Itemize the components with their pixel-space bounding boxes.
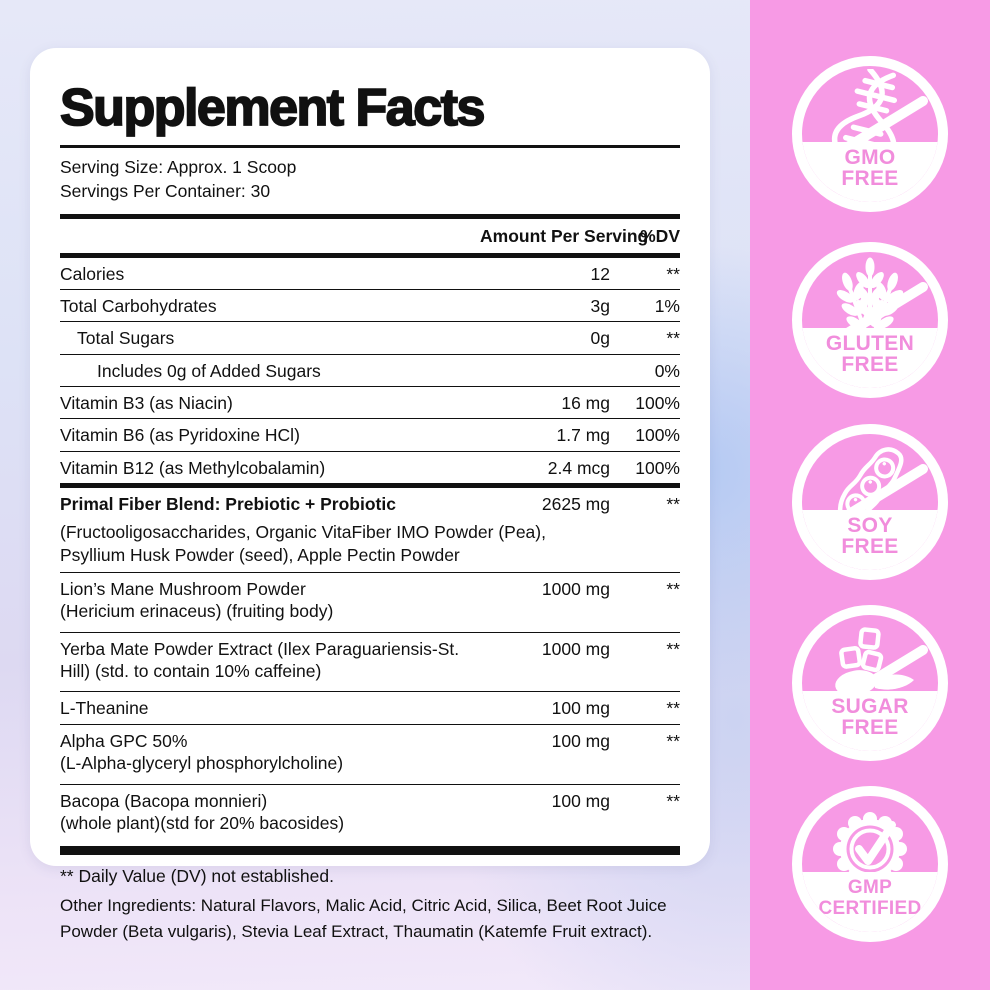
table-row: Vitamin B12 (as Methylcobalamin) 2.4 mcg… <box>60 452 680 489</box>
divider <box>60 846 680 856</box>
badge-label: GLUTEN FREE <box>802 328 938 388</box>
table-row: Vitamin B6 (as Pyridoxine HCl) 1.7 mg 10… <box>60 419 680 452</box>
badge-label: SOY FREE <box>802 510 938 570</box>
table-row: Calories 12 ** <box>60 258 680 290</box>
table-row: Total Carbohydrates 3g 1% <box>60 290 680 323</box>
blend-row-group: Primal Fiber Blend: Prebiotic + Probioti… <box>60 488 680 573</box>
ingredient-row-group: Lion’s Mane Mushroom Powder (Hericium er… <box>60 573 680 633</box>
table-row: Alpha GPC 50% (L-Alpha-glyceryl phosphor… <box>60 730 680 774</box>
table-row: Yerba Mate Powder Extract (Ilex Paraguar… <box>60 638 680 682</box>
table-row: Primal Fiber Blend: Prebiotic + Probioti… <box>60 494 680 515</box>
badge-label: SUGAR FREE <box>802 691 938 751</box>
header-amount: Amount Per Serving <box>480 225 649 246</box>
table-row: Lion’s Mane Mushroom Powder (Hericium er… <box>60 578 680 622</box>
divider <box>60 252 680 258</box>
badge-label: GMP CERTIFIED <box>802 872 938 932</box>
badge-sugar-free: SUGAR FREE <box>792 605 948 761</box>
badge-sidebar: GMO FREE <box>750 0 990 990</box>
ingredient-row-group: Alpha GPC 50% (L-Alpha-glyceryl phosphor… <box>60 725 680 785</box>
table-row: Bacopa (Bacopa monnieri) (whole plant)(s… <box>60 790 680 833</box>
ingredient-row-group: Yerba Mate Powder Extract (Ilex Paraguar… <box>60 633 680 693</box>
serving-size: Serving Size: Approx. 1 Scoop <box>60 157 297 178</box>
panel-title: Supplement Facts <box>59 79 486 137</box>
badge-gmp-certified: GMP CERTIFIED <box>792 786 948 942</box>
table-header: Amount Per Serving %DV <box>60 219 680 253</box>
supplement-facts-panel: Supplement Facts Serving Size: Approx. 1… <box>30 48 710 886</box>
badge-gmo-free: GMO FREE <box>792 56 948 212</box>
divider <box>60 145 680 149</box>
table-row: Vitamin B3 (as Niacin) 16 mg 100% <box>60 387 680 420</box>
divider <box>60 214 680 219</box>
other-ingredients: Other Ingredients: Natural Flavors, Mali… <box>60 896 667 941</box>
badge-label: GMO FREE <box>802 142 938 202</box>
table-row: Includes 0g of Added Sugars 0% <box>60 355 680 388</box>
table-row: Total Sugars 0g ** <box>60 322 680 355</box>
badge-gluten-free: GLUTEN FREE <box>792 242 948 398</box>
blend-description: (Fructooligosaccharides, Organic VitaFib… <box>60 521 546 565</box>
servings-per-container: Servings Per Container: 30 <box>60 181 271 202</box>
table-row: L-Theanine 100 mg ** <box>60 692 680 725</box>
header-dv: %DV <box>640 225 680 246</box>
ingredient-row-group: Bacopa (Bacopa monnieri) (whole plant)(s… <box>60 785 680 844</box>
badge-soy-free: SOY FREE <box>792 424 948 580</box>
dv-footnote: ** Daily Value (DV) not established. <box>60 866 334 887</box>
